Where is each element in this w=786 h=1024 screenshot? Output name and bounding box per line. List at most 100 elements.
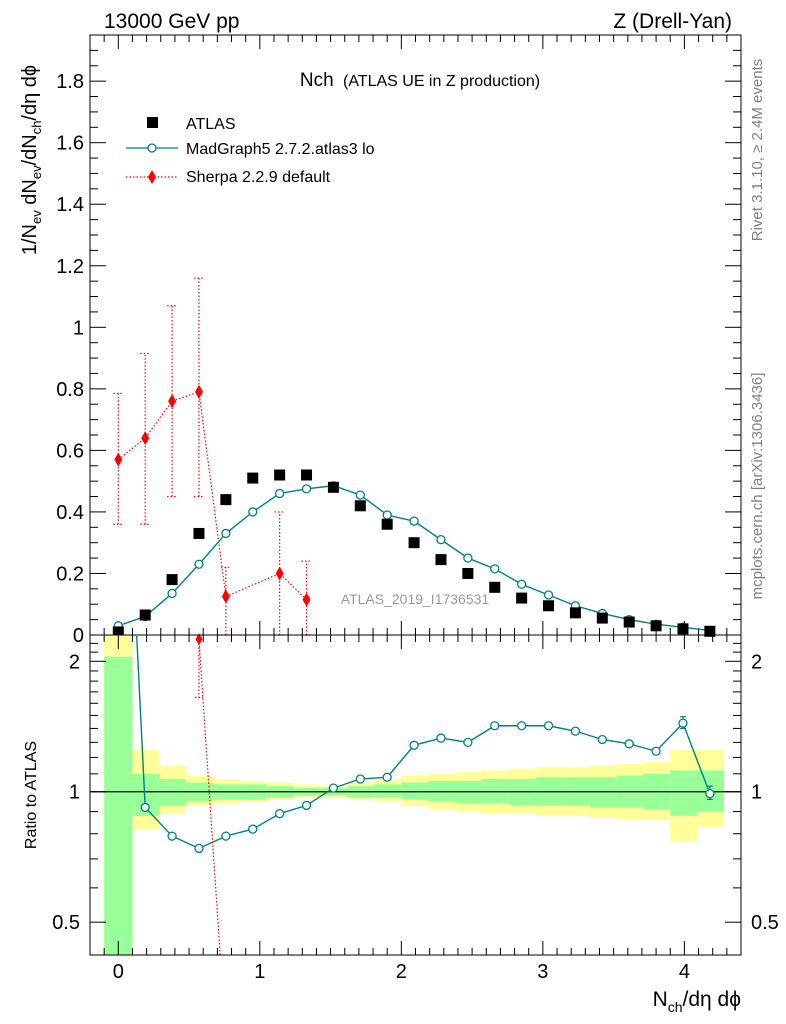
- legend: ATLAS MadGraph5 2.7.2.atlas3 lo Sherpa 2…: [126, 116, 375, 186]
- legend-sherpa-marker: [148, 170, 156, 184]
- ratio-madgraph-point: [490, 721, 500, 731]
- ratio-band-inner: [104, 656, 133, 955]
- legend-item-madgraph: MadGraph5 2.7.2.atlas3 lo: [126, 141, 375, 158]
- x-tick-label: 1: [254, 961, 265, 983]
- sherpa-point: [302, 592, 311, 607]
- ratio-frame: [89, 634, 742, 956]
- madgraph-point: [490, 564, 500, 574]
- madgraph-point: [248, 507, 258, 517]
- main-axis-ticks: 0 0.2 0.4 0.6 0.8 1 1.2 1.4 1.6 1.8: [56, 35, 742, 647]
- main-panel: 0 0.2 0.4 0.6 0.8 1 1.2 1.4 1.6 1.8 Nch (ATLAS UE…: [19, 34, 742, 647]
- x-axis-label: Nch/dη dϕ: [653, 988, 741, 1015]
- main-title-sub: (ATLAS UE in Z production): [343, 73, 540, 90]
- ratio-madgraph-point: [140, 802, 150, 813]
- ratio-madgraph-point: [194, 843, 204, 854]
- x-tick-label: 2: [396, 961, 407, 983]
- madgraph-point: [409, 516, 419, 526]
- atlas-point: [112, 626, 124, 638]
- mcplots-label: mcplots.cern.ch [arXiv:1306.3436]: [749, 373, 766, 600]
- ratio-madgraph-point: [355, 774, 365, 784]
- ratio-madgraph-point: [409, 740, 419, 750]
- sherpa-point: [141, 431, 150, 446]
- ratio-uncertainty-band: [104, 635, 725, 955]
- ratio-y-tick-label: 2: [69, 651, 80, 673]
- ratio-panel: 0 1 2 3 4 0.5 0.5 1 1 2 2 Ratio to ATLAS: [23, 633, 779, 983]
- energy-label: 13000 GeV pp: [104, 10, 239, 33]
- ratio-band-inner: [428, 780, 456, 802]
- main-y-tick-label: 1.2: [56, 256, 84, 278]
- legend-item-sherpa: Sherpa 2.2.9 default: [126, 169, 331, 186]
- main-title: Nch (ATLAS UE in Z production): [300, 70, 540, 91]
- ratio-y-tick-label-right: 0.5: [751, 912, 779, 934]
- main-y-tick-label: 1.4: [56, 194, 84, 216]
- ratio-madgraph-point: [597, 734, 607, 745]
- main-y-tick-label: 1: [73, 317, 84, 339]
- atlas-point: [274, 469, 286, 481]
- atlas-point: [193, 527, 205, 539]
- ratio-y-tick-label-right: 2: [751, 651, 762, 673]
- atlas-point: [623, 616, 635, 628]
- ratio-madgraph-point: [516, 721, 527, 731]
- rivet-label: Rivet 3.1.10, ≥ 2.4M events: [749, 59, 766, 242]
- madgraph-point: [355, 490, 365, 500]
- madgraph-point: [221, 528, 231, 539]
- main-y-tick-label: 1.6: [56, 133, 84, 155]
- atlas-point: [327, 481, 339, 493]
- ratio-madgraph-point: [248, 824, 258, 834]
- main-y-tick-label: 0.8: [56, 379, 84, 401]
- main-y-tick-label: 0.6: [56, 440, 84, 462]
- atlas-point: [516, 592, 528, 604]
- ratio-madgraph-point: [651, 746, 661, 756]
- main-marks: [112, 277, 716, 638]
- madgraph-point: [274, 488, 285, 499]
- ratio-madgraph-point: [624, 739, 634, 749]
- legend-item-atlas: ATLAS: [147, 116, 236, 133]
- main-y-tick-label: 0: [73, 625, 84, 647]
- ratio-madgraph-point: [543, 721, 554, 731]
- madgraph-point: [463, 553, 473, 563]
- madgraph-point: [167, 588, 177, 599]
- ratio-band-inner: [589, 777, 617, 808]
- ratio-madgraph-point: [678, 718, 688, 728]
- x-tick-label: 3: [537, 961, 548, 983]
- ratio-marks: [136, 633, 715, 956]
- ratio-axis-ticks: 0 1 2 3 4 0.5 0.5 1 1 2 2: [52, 635, 779, 983]
- ratio-madgraph-point: [274, 809, 285, 819]
- atlas-point: [677, 623, 689, 635]
- atlas-point: [247, 472, 259, 484]
- ratio-madgraph-point: [436, 733, 446, 743]
- x-tick-label: 0: [113, 961, 124, 983]
- ratio-band-inner: [374, 784, 402, 798]
- main-ylabel: 1/Nev dNev/dNch/dη dϕ: [19, 65, 44, 255]
- atlas-point: [139, 609, 151, 621]
- legend-square-marker: [147, 117, 158, 128]
- legend-label-sherpa: Sherpa 2.2.9 default: [186, 169, 331, 186]
- x-tick-label: 4: [679, 961, 690, 983]
- madgraph-point: [301, 484, 312, 494]
- atlas-point: [435, 554, 447, 566]
- sherpa-point: [275, 566, 284, 581]
- sherpa-point: [194, 384, 203, 399]
- madgraph-point: [194, 559, 204, 569]
- madgraph-line: [118, 485, 710, 632]
- atlas-point: [704, 625, 716, 637]
- ratio-madgraph-point: [328, 783, 339, 793]
- legend-madgraph-marker: [147, 143, 157, 153]
- atlas-point: [650, 620, 662, 632]
- atlas-point: [166, 574, 178, 586]
- atlas-point: [569, 607, 581, 619]
- analysis-watermark: ATLAS_2019_I1736531: [341, 591, 490, 607]
- ratio-madgraph-point: [301, 800, 312, 811]
- main-y-tick-label: 1.8: [56, 71, 84, 93]
- main-y-tick-label: 0.2: [56, 563, 84, 585]
- ratio-madgraph-point: [705, 788, 715, 799]
- ratio-madgraph-point: [167, 831, 177, 841]
- sherpa-point: [168, 394, 177, 409]
- ratio-madgraph-point: [463, 737, 473, 748]
- ratio-ylabel: Ratio to ATLAS: [23, 741, 40, 849]
- atlas-point: [489, 581, 501, 593]
- ratio-madgraph-point: [570, 726, 581, 736]
- ratio-sherpa-line: [198, 639, 221, 956]
- ratio-band-inner: [670, 770, 698, 816]
